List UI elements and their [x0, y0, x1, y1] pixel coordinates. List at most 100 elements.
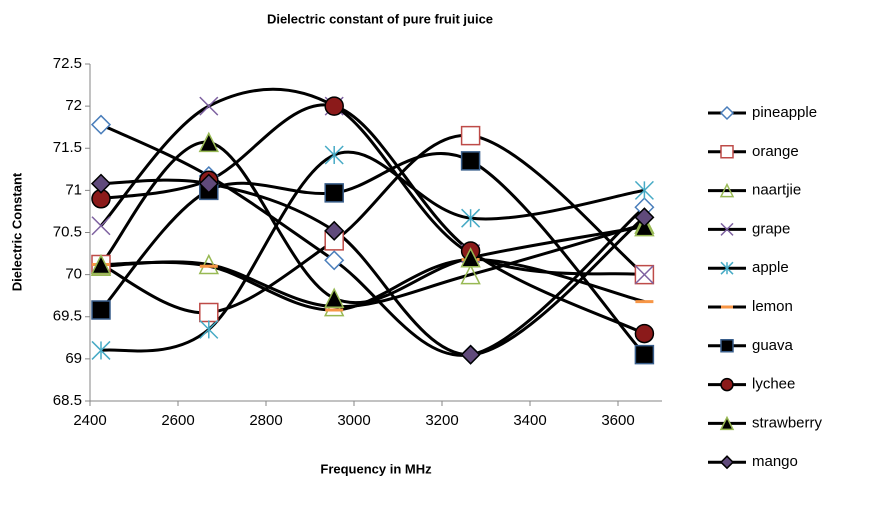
marker	[90, 173, 112, 194]
marker	[91, 216, 111, 236]
marker	[634, 207, 655, 228]
marker	[634, 344, 655, 365]
y-tick-label: 72	[65, 97, 82, 114]
legend-label: guava	[752, 337, 794, 354]
marker	[199, 302, 219, 323]
series-line	[100, 123, 646, 357]
marker-shape	[720, 377, 734, 392]
marker-stroke	[720, 222, 734, 236]
marker-shape	[720, 145, 734, 159]
marker	[198, 253, 220, 275]
marker-shape	[634, 323, 655, 344]
marker-shape	[460, 263, 481, 285]
marker-shape	[198, 253, 220, 275]
marker-shape	[90, 114, 112, 135]
chart-title: Dielectric constant of pure fruit juice	[267, 11, 493, 26]
marker-shape	[324, 96, 344, 116]
marker-shape	[460, 151, 481, 171]
legend-label: apple	[752, 259, 789, 276]
marker	[324, 96, 344, 116]
marker	[91, 300, 111, 320]
marker	[719, 105, 735, 121]
x-tick-label: 2600	[161, 412, 194, 429]
marker	[199, 96, 219, 116]
x-tick-label: 3600	[601, 412, 634, 429]
y-tick-label: 71	[65, 181, 82, 198]
y-tick-label: 72.5	[53, 55, 82, 72]
marker-stroke	[634, 265, 654, 285]
marker-shape	[719, 182, 735, 198]
x-tick-label: 2400	[73, 412, 106, 429]
marker-shape	[719, 455, 735, 470]
marker-shape	[324, 183, 344, 203]
series-line	[100, 178, 646, 357]
y-tick-label: 69.5	[53, 308, 82, 325]
marker	[720, 377, 734, 392]
marker	[324, 220, 345, 241]
marker	[720, 339, 734, 353]
marker	[719, 415, 735, 431]
legend-label: lemon	[752, 298, 793, 315]
marker	[90, 114, 112, 135]
marker-shape	[91, 300, 111, 320]
x-tick-label: 3200	[425, 412, 458, 429]
marker-shape	[198, 173, 219, 194]
marker-stroke	[199, 96, 219, 116]
marker	[719, 182, 735, 198]
marker	[719, 455, 735, 470]
legend-label: orange	[752, 143, 799, 160]
legend-label: lychee	[752, 376, 795, 393]
marker	[460, 247, 481, 268]
legend-label: strawberry	[752, 414, 823, 431]
marker	[720, 145, 734, 159]
marker-shape	[460, 125, 481, 146]
marker-shape	[460, 344, 481, 365]
legend-label: mango	[752, 453, 798, 470]
marker-shape	[634, 207, 655, 228]
marker	[720, 261, 734, 275]
legend-label: grape	[752, 220, 790, 237]
series-line	[100, 134, 646, 315]
marker	[324, 250, 345, 271]
y-tick-label: 70	[65, 266, 82, 283]
marker-shape	[719, 105, 735, 121]
marker-shape	[634, 344, 655, 365]
marker-shape	[90, 253, 112, 275]
marker-shape	[460, 247, 481, 268]
x-tick-label: 3000	[337, 412, 370, 429]
x-axis-label: Frequency in MHz	[320, 461, 432, 476]
marker-shape	[324, 250, 345, 271]
marker-stroke	[91, 216, 111, 236]
x-tick-label: 3400	[513, 412, 546, 429]
marker	[91, 340, 111, 360]
marker	[90, 253, 112, 275]
marker-shape	[324, 220, 345, 241]
marker-shape	[719, 415, 735, 431]
legend-label: naartjie	[752, 182, 801, 199]
legend-label: pineapple	[752, 104, 817, 121]
marker-shape	[720, 339, 734, 353]
marker	[199, 319, 219, 339]
y-tick-label: 68.5	[53, 392, 82, 409]
marker	[634, 180, 654, 200]
marker	[460, 151, 481, 171]
marker	[198, 131, 220, 153]
marker-shape	[198, 131, 220, 153]
marker-shape	[199, 302, 219, 323]
marker	[324, 145, 344, 165]
marker	[323, 287, 345, 308]
marker	[460, 344, 481, 365]
marker	[460, 263, 481, 285]
y-tick-label: 71.5	[53, 139, 82, 156]
y-tick-label: 70.5	[53, 223, 82, 240]
marker	[634, 265, 654, 285]
marker	[634, 323, 655, 344]
marker	[460, 125, 481, 146]
marker	[461, 208, 481, 228]
marker	[720, 222, 734, 236]
series-line	[100, 257, 645, 312]
y-axis-label: Dielectric Constant	[9, 172, 24, 291]
series-line	[99, 87, 645, 277]
